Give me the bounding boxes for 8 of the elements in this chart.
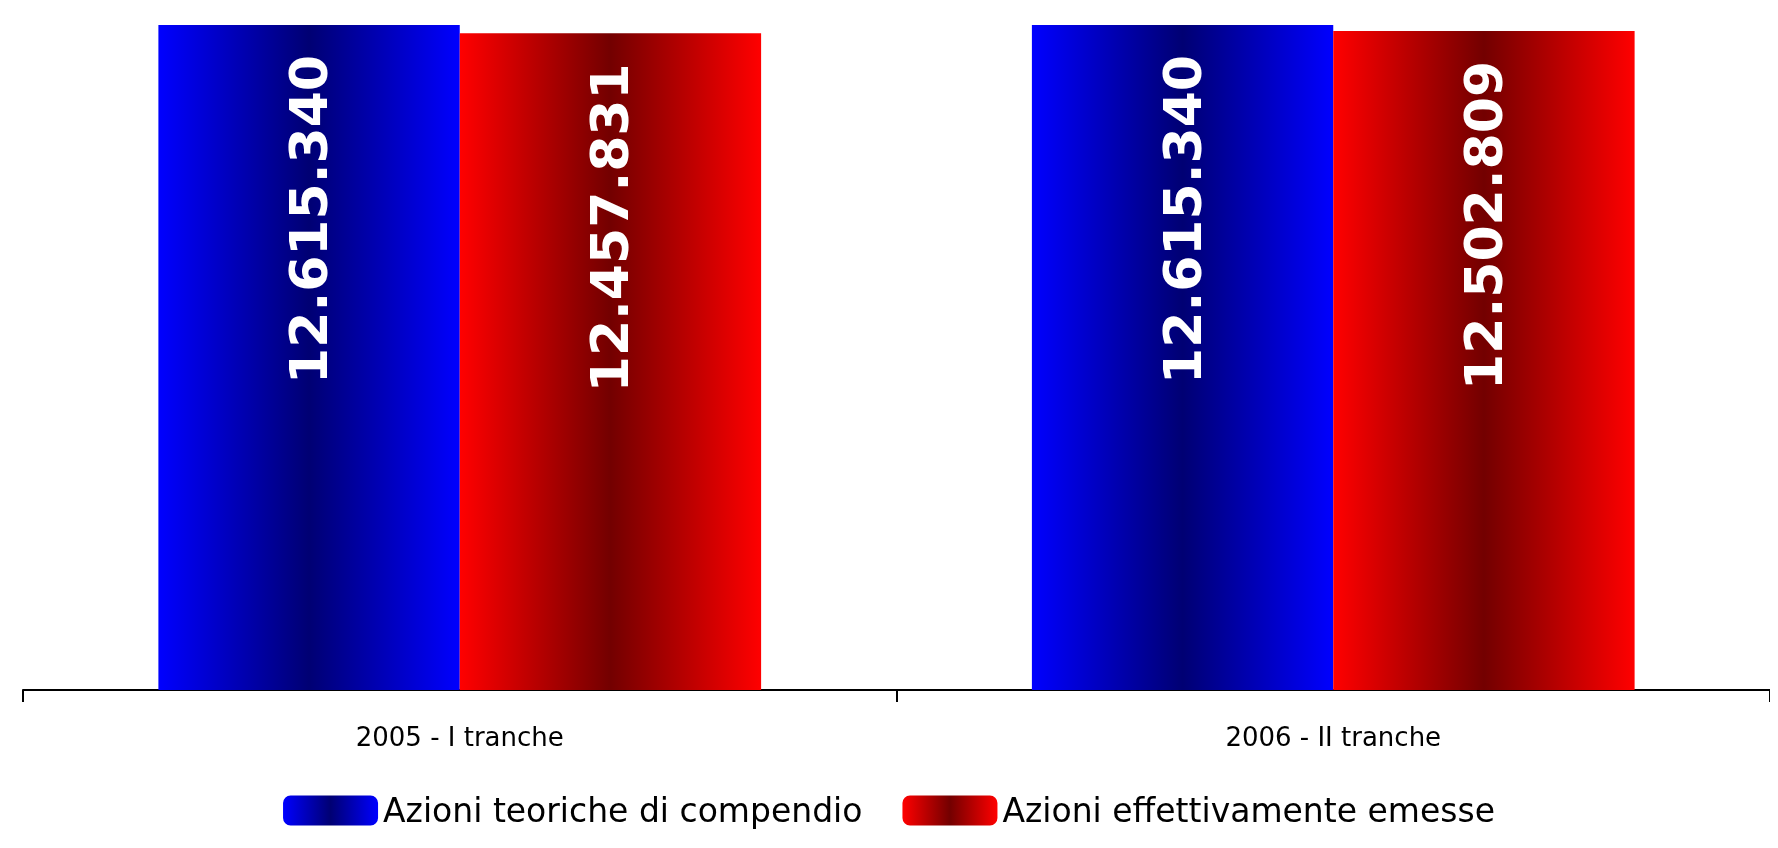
legend-label: Azioni effettivamente emesse (1002, 791, 1495, 830)
data-label: 12.615.340 (279, 55, 340, 384)
data-label: 12.457.831 (580, 63, 641, 393)
data-label: 12.615.340 (1152, 55, 1213, 384)
x-tick-label: 2005 - I tranche (355, 722, 564, 752)
data-label: 12.502.809 (1453, 60, 1514, 390)
x-tick-label: 2006 - II tranche (1225, 722, 1442, 752)
legend-label: Azioni teoriche di compendio (383, 791, 863, 830)
